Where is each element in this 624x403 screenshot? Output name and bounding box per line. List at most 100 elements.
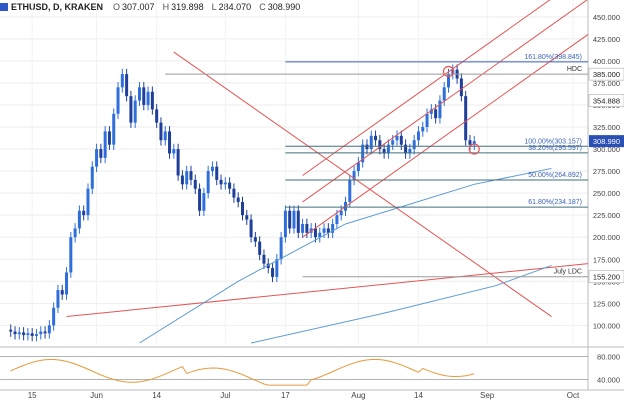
high-key: H: [162, 2, 170, 12]
candle-body: [386, 144, 390, 154]
candle-body: [189, 171, 193, 180]
candle-body: [168, 131, 172, 154]
channel-lower: [302, 34, 589, 238]
candle-body: [313, 228, 317, 238]
candle-body: [404, 144, 408, 154]
candle-body: [464, 96, 468, 141]
close-key: C: [259, 2, 266, 12]
ma-long-line: [250, 264, 552, 344]
candle-body: [129, 96, 133, 123]
open-key: O: [113, 2, 121, 12]
downtrend-line: [173, 51, 552, 317]
candle-body: [378, 140, 382, 150]
candle-body: [361, 144, 365, 163]
candle-body: [365, 144, 369, 150]
symbol-title: ETHUSD, D, KRAKEN: [11, 2, 104, 12]
candle-body: [155, 109, 159, 123]
candle-body: [215, 166, 219, 180]
y-tick-label: 275.000: [593, 167, 620, 176]
candle-body: [322, 228, 326, 233]
candle-body: [275, 259, 279, 277]
candle-body: [399, 135, 403, 145]
y-tick-label: 375.000: [593, 79, 620, 88]
y-tick-label: 325.000: [593, 123, 620, 132]
fib-level-label: 161.80%(398.845): [524, 54, 582, 61]
candle-body: [301, 223, 305, 233]
low-marker: [468, 143, 480, 155]
close-value: 308.990: [267, 2, 301, 12]
x-tick-label: 15: [28, 391, 37, 400]
low-value: 284.070: [218, 2, 252, 12]
x-tick-label: 14: [152, 391, 161, 400]
candle-body: [391, 140, 395, 145]
candle-body: [133, 100, 137, 123]
candle-body: [236, 197, 240, 202]
candle-body: [56, 290, 60, 308]
x-tick-label: Sep: [480, 391, 495, 400]
candle-body: [429, 109, 433, 114]
candle-body: [107, 131, 111, 145]
candle-body: [468, 140, 472, 145]
fib-level-label: 50.00%(264.892): [528, 172, 582, 179]
candle-body: [369, 135, 373, 150]
candle-body: [266, 263, 270, 269]
y-tick-label: 225.000: [593, 211, 620, 220]
candle-body: [348, 179, 352, 202]
high-value: 319.898: [171, 2, 204, 12]
candle-body: [408, 149, 412, 154]
candle-body: [13, 331, 17, 335]
candle-body: [137, 87, 141, 101]
candle-body: [356, 162, 360, 172]
candle-body: [159, 122, 163, 141]
candle-body: [43, 331, 47, 334]
y-tick-label: 200.000: [593, 233, 620, 242]
x-tick-label: Oct: [567, 391, 580, 400]
y-tick-label: 425.000: [593, 35, 620, 44]
channel-middle: [302, 0, 588, 203]
candle-body: [52, 307, 56, 326]
candle-body: [339, 210, 343, 216]
level-price-label: 354.888: [593, 97, 620, 106]
x-tick-label: Jun: [90, 391, 103, 400]
ma-short-line: [139, 167, 552, 344]
fib-level-label: 100.00%(303.157): [524, 138, 582, 145]
candle-body: [374, 135, 378, 141]
ohlc-header: ETHUSD, D, KRAKEN O 307.007 H 319.898 L …: [0, 0, 308, 14]
candle-body: [60, 290, 64, 295]
candle-body: [120, 74, 124, 88]
candle-body: [163, 131, 167, 141]
candle-body: [30, 333, 34, 336]
support-trendline: [66, 263, 589, 318]
candle-body: [26, 333, 30, 336]
candle-body: [34, 334, 38, 336]
candle-body: [305, 223, 309, 233]
candle-body: [86, 188, 90, 216]
candle-body: [228, 182, 232, 189]
candle-body: [210, 166, 214, 172]
candle-body: [232, 188, 236, 198]
candle-body: [451, 69, 455, 75]
candle-body: [438, 100, 442, 119]
candle-body: [335, 215, 339, 224]
candle-body: [240, 201, 244, 216]
july-ldc-label: July LDC: [554, 269, 582, 276]
current-price-label: 308.990: [593, 137, 620, 146]
candle-body: [292, 210, 296, 229]
symbol-dot-icon: [0, 3, 8, 11]
candle-body: [279, 237, 283, 260]
level-price-label: 155.200: [593, 273, 620, 282]
candle-body: [459, 78, 463, 97]
candle-body: [176, 149, 180, 176]
rsi-tick-label: 80.000: [597, 353, 620, 362]
candle-body: [65, 272, 69, 295]
candle-body: [146, 91, 150, 105]
candle-body: [395, 135, 399, 141]
low-key: L: [211, 2, 217, 12]
x-tick-label: Jul: [220, 391, 230, 400]
candle-body: [39, 331, 43, 335]
candle-body: [112, 113, 116, 145]
candle-body: [77, 210, 81, 229]
candle-body: [425, 113, 429, 128]
